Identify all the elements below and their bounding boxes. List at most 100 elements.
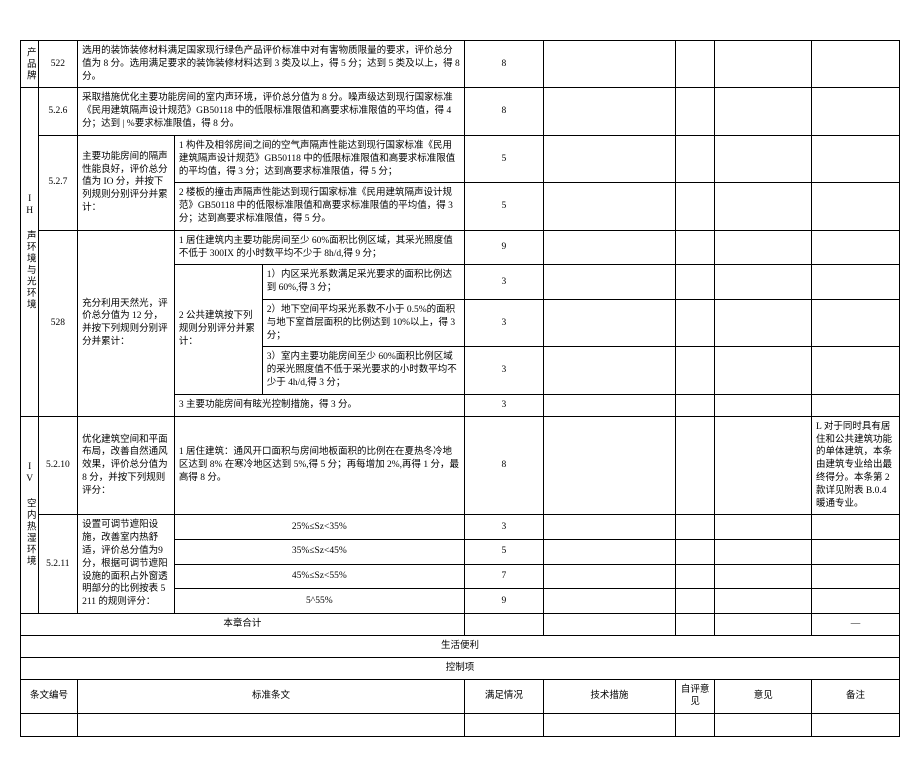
blank (543, 300, 675, 347)
score-5211-1: 3 (464, 515, 543, 540)
blank (675, 265, 715, 300)
blank (715, 265, 812, 300)
blank (715, 41, 812, 88)
blank (543, 416, 675, 515)
blank (812, 515, 900, 540)
blank (543, 135, 675, 182)
blank (715, 589, 812, 614)
desc-528-2a: 1）内区采光系数满足采光要求的面积比例达到 60%,得 3 分； (262, 265, 464, 300)
score-528-1: 9 (464, 230, 543, 265)
desc-527-item2: 2 楼板的撞击声隔声性能达到现行国家标准《民用建筑隔声设计规范》GB50118 … (174, 183, 464, 230)
desc-528-mid2: 2 公共建筑按下列规则分别评分并累计： (174, 265, 262, 395)
hdr-num: 条文编号 (21, 679, 78, 714)
row-522: 产品牌 522 选用的装饰装修材料满足国家现行绿色产品评价标准中对有害物质限量的… (21, 41, 900, 88)
desc-527-item1: 1 构件及相邻房间之间的空气声隔声性能达到现行国家标准《民用建筑隔声设计规范》G… (174, 135, 464, 182)
row-5210: IV 空内热湿环境 5.2.10 优化建筑空间和平面布局，改善自然通风效果，评价… (21, 416, 900, 515)
blank (812, 88, 900, 135)
blank (812, 564, 900, 589)
blank (543, 265, 675, 300)
blank (675, 183, 715, 230)
blank (715, 394, 812, 416)
blank (543, 540, 675, 565)
blank (715, 347, 812, 394)
subtotal-label: 本章合计 (21, 614, 465, 636)
score-527-1: 5 (464, 135, 543, 182)
desc-5210-right: 1 居住建筑：通风开口面积与房间地板面积的比例在在夏热冬冷地区达到 8% 在寒冷… (174, 416, 464, 515)
num-527: 5.2.7 (38, 135, 78, 230)
blank (21, 714, 78, 737)
score-5210: 8 (464, 416, 543, 515)
blank (715, 564, 812, 589)
empty-row (21, 714, 900, 737)
desc-5211-4: 5^55% (174, 589, 464, 614)
blank (543, 589, 675, 614)
cat-thermal: IV 空内热湿环境 (21, 416, 39, 613)
blank (675, 88, 715, 135)
hdr-tech: 技术措施 (543, 679, 675, 714)
blank (715, 515, 812, 540)
blank (675, 589, 715, 614)
row-subtotal: 本章合计 — (21, 614, 900, 636)
score-528-2b: 3 (464, 300, 543, 347)
blank (543, 564, 675, 589)
blank (715, 714, 812, 737)
blank (715, 416, 812, 515)
blank (675, 394, 715, 416)
header-row: 条文编号 标准条文 满足情况 技术措施 自评意见 意见 备注 (21, 679, 900, 714)
blank (812, 540, 900, 565)
blank (812, 265, 900, 300)
desc-527-left: 主要功能房间的隔声性能良好，评价总分值为 IO 分，并按下列规则分别评分并累计： (78, 135, 175, 230)
blank (812, 230, 900, 265)
blank (812, 41, 900, 88)
blank (543, 88, 675, 135)
score-5211-2: 5 (464, 540, 543, 565)
score-5211-3: 7 (464, 564, 543, 589)
blank (543, 614, 675, 636)
blank (812, 714, 900, 737)
blank (675, 714, 715, 737)
score-527-2: 5 (464, 183, 543, 230)
row-528-1: 528 充分利用天然光，评价总分值为 12 分，并按下列规则分别评分并累计： 1… (21, 230, 900, 265)
score-522: 8 (464, 41, 543, 88)
desc-5211-1: 25%≤Sz<35% (174, 515, 464, 540)
desc-526: 采取措施优化主要功能房间的室内声环境，评价总分值为 8 分。噪声级达到现行国家标… (78, 88, 465, 135)
blank (543, 714, 675, 737)
spec-table: 产品牌 522 选用的装饰装修材料满足国家现行绿色产品评价标准中对有害物质限量的… (20, 40, 900, 737)
desc-522: 选用的装饰装修材料满足国家现行绿色产品评价标准中对有害物质限量的要求，评价总分值… (78, 41, 465, 88)
blank (812, 135, 900, 182)
blank (543, 41, 675, 88)
blank (675, 564, 715, 589)
score-526: 8 (464, 88, 543, 135)
desc-5211-3: 45%≤Sz<55% (174, 564, 464, 589)
blank (543, 515, 675, 540)
num-528: 528 (38, 230, 78, 416)
row-527-1: 5.2.7 主要功能房间的隔声性能良好，评价总分值为 IO 分，并按下列规则分别… (21, 135, 900, 182)
hdr-op: 意见 (715, 679, 812, 714)
blank (812, 183, 900, 230)
desc-528-item3: 3 主要功能房间有眩光控制措施，得 3 分。 (174, 394, 464, 416)
subtotal-dash: — (812, 614, 900, 636)
blank (675, 41, 715, 88)
blank (715, 88, 812, 135)
blank (78, 714, 465, 737)
blank (675, 347, 715, 394)
blank (812, 300, 900, 347)
desc-528-left: 充分利用天然光，评价总分值为 12 分，并按下列规则分别评分并累计： (78, 230, 175, 416)
score-528-2c: 3 (464, 347, 543, 394)
blank (543, 230, 675, 265)
desc-528-2c: 3）室内主要功能房间至少 60%面积比例区域的采光照度值不低于采光要求的小时数平… (262, 347, 464, 394)
blank (543, 183, 675, 230)
row-section2: 控制项 (21, 657, 900, 679)
num-5211: 5.2.11 (38, 515, 78, 614)
hdr-std: 标准条文 (78, 679, 465, 714)
blank (812, 394, 900, 416)
blank (812, 347, 900, 394)
desc-5211-left: 设置可调节遮阳设施，改善室内热舒适，评价总分值为9 分，根据可调节遮阳设施的面积… (78, 515, 175, 614)
blank (675, 416, 715, 515)
num-522: 522 (38, 41, 78, 88)
blank (543, 347, 675, 394)
blank (715, 183, 812, 230)
blank (675, 300, 715, 347)
blank (675, 230, 715, 265)
desc-528-item1: 1 居住建筑内主要功能房间至少 60%面积比例区域，其采光照度值不低于 300I… (174, 230, 464, 265)
